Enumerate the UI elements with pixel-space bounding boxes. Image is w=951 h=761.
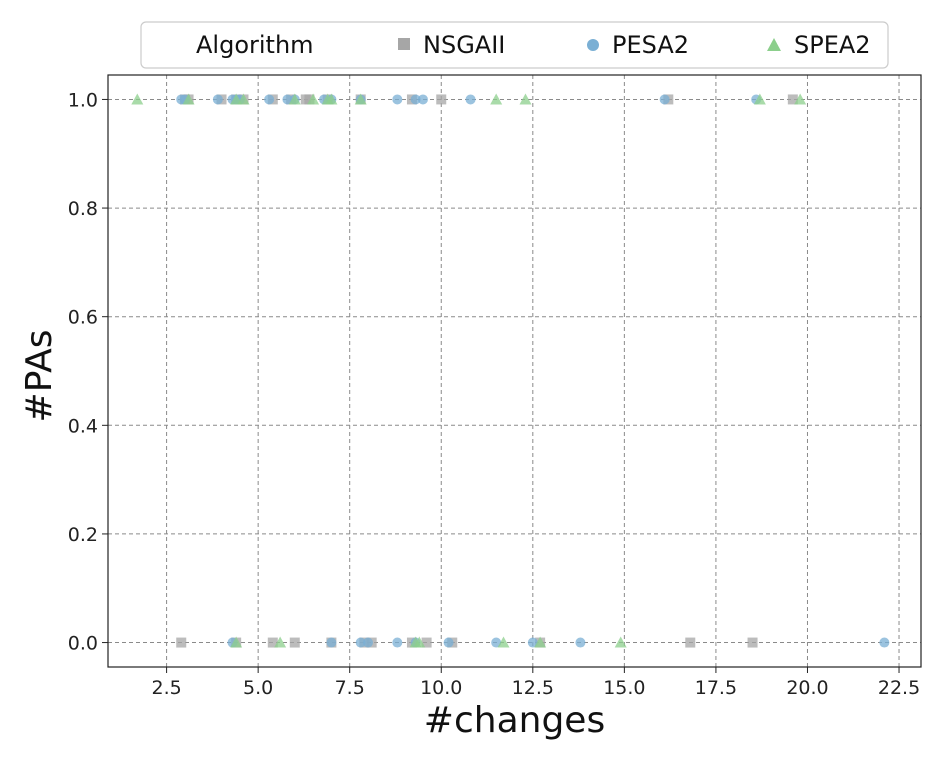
legend-marker-spea2 [767, 38, 781, 51]
x-axis-ticks: 2.5 5.0 7.5 10.0 12.5 15.0 17.5 20.0 22.5 [151, 667, 920, 699]
data-points [131, 93, 890, 648]
data-point-pesa2 [575, 637, 586, 648]
data-point-pesa2 [443, 637, 454, 648]
data-point-spea2 [794, 93, 807, 105]
legend-marker-nsgaii [398, 38, 410, 50]
data-point-nsgaii [787, 94, 798, 105]
data-point-pesa2 [465, 94, 476, 105]
x-tick-label: 15.0 [603, 677, 645, 699]
legend-label-spea2: SPEA2 [794, 31, 871, 59]
x-tick-label: 10.0 [420, 677, 462, 699]
x-tick-label: 12.5 [512, 677, 554, 699]
data-point-pesa2 [410, 94, 421, 105]
data-point-spea2 [325, 93, 338, 105]
y-tick-label: 1.0 [68, 89, 98, 111]
y-axis-title: #PAs [19, 330, 60, 423]
data-point-pesa2 [212, 94, 223, 105]
data-point-nsgaii [436, 94, 447, 105]
y-tick-label: 0.4 [68, 415, 98, 437]
data-point-spea2 [230, 636, 243, 648]
x-tick-label: 2.5 [151, 677, 181, 699]
plot-area [108, 75, 921, 667]
data-point-spea2 [307, 93, 320, 105]
x-tick-label: 7.5 [335, 677, 365, 699]
x-tick-label: 22.5 [878, 677, 920, 699]
data-point-spea2 [288, 93, 301, 105]
y-tick-label: 0.0 [68, 633, 98, 655]
data-point-nsgaii [421, 637, 432, 648]
data-point-nsgaii [176, 637, 187, 648]
data-point-pesa2 [392, 94, 403, 105]
data-point-pesa2 [491, 637, 502, 648]
data-point-pesa2 [363, 637, 374, 648]
legend-label-nsgaii: NSGAII [423, 31, 505, 59]
data-point-spea2 [534, 636, 547, 648]
data-point-pesa2 [282, 94, 293, 105]
data-point-spea2 [614, 636, 627, 648]
data-point-spea2 [354, 93, 367, 105]
data-point-pesa2 [417, 94, 428, 105]
y-tick-label: 0.6 [68, 307, 98, 329]
y-axis-ticks: 0.0 0.2 0.4 0.6 0.8 1.0 [68, 89, 108, 655]
data-point-spea2 [237, 93, 250, 105]
data-point-spea2 [274, 636, 287, 648]
data-point-nsgaii [747, 637, 758, 648]
data-point-spea2 [753, 93, 766, 105]
data-point-spea2 [519, 93, 532, 105]
x-tick-label: 17.5 [695, 677, 737, 699]
data-point-nsgaii [685, 637, 696, 648]
legend-label-pesa2: PESA2 [612, 31, 689, 59]
plot-frame [107, 74, 922, 668]
data-point-pesa2 [659, 94, 670, 105]
y-tick-label: 0.2 [68, 524, 98, 546]
x-tick-label: 20.0 [786, 677, 828, 699]
data-point-spea2 [182, 93, 195, 105]
legend-box [140, 21, 889, 69]
data-point-pesa2 [355, 637, 366, 648]
legend-title: Algorithm [196, 31, 314, 59]
data-point-nsgaii [267, 637, 278, 648]
data-point-spea2 [131, 93, 144, 105]
x-axis-title: #changes [424, 700, 605, 741]
data-point-spea2 [497, 636, 510, 648]
series-spea2 [131, 93, 807, 648]
data-point-nsgaii [289, 637, 300, 648]
data-point-spea2 [490, 93, 503, 105]
data-point-nsgaii [304, 94, 315, 105]
x-tick-label: 5.0 [243, 677, 273, 699]
data-point-pesa2 [326, 637, 337, 648]
data-point-pesa2 [264, 94, 275, 105]
data-point-pesa2 [392, 637, 403, 648]
data-point-pesa2 [879, 637, 890, 648]
y-tick-label: 0.8 [68, 198, 98, 220]
legend: Algorithm NSGAII PESA2 SPEA2 [140, 21, 889, 69]
legend-marker-pesa2 [587, 39, 599, 51]
data-point-pesa2 [527, 637, 538, 648]
data-point-spea2 [413, 636, 426, 648]
